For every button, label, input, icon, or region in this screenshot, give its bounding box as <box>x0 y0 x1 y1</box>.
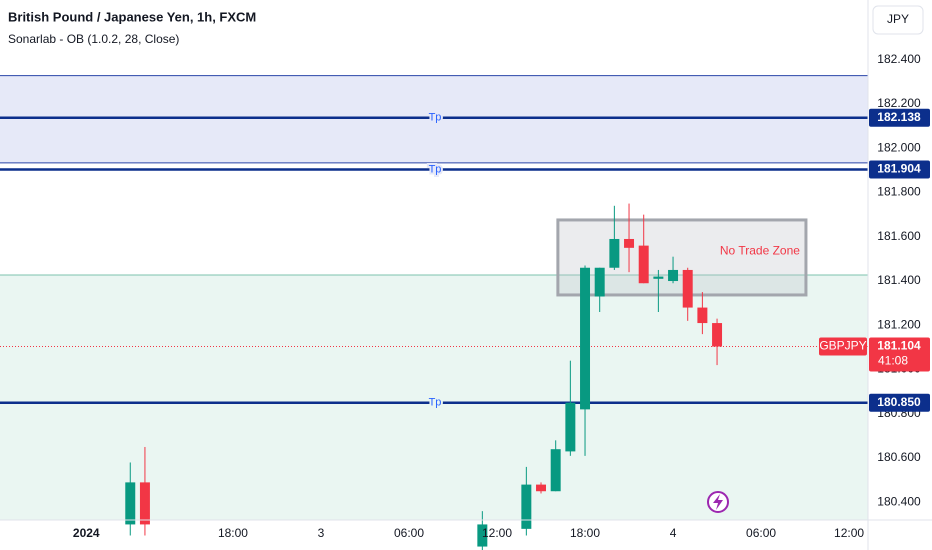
currency-label: JPY <box>887 12 909 26</box>
last-price-tag <box>869 337 930 372</box>
candle-body <box>653 276 664 279</box>
y-tick-label: 180.600 <box>877 450 921 464</box>
tp-label: Tp <box>429 112 442 124</box>
symbol-tag-label: GBPJPY <box>819 339 866 353</box>
x-tick-label: 3 <box>318 526 325 540</box>
indicator-name: Sonarlab - OB (1.0.2, 28, Close) <box>8 32 179 46</box>
tp-label: Tp <box>429 397 442 409</box>
price-tag <box>869 393 930 412</box>
price-tag-label: 182.138 <box>877 110 921 124</box>
y-tick-label: 181.600 <box>877 229 921 243</box>
candle-body <box>682 269 693 308</box>
candle-body <box>550 449 561 492</box>
chart-title: British Pound / Japanese Yen, 1h, FXCM <box>8 9 256 24</box>
candle-body <box>125 482 136 525</box>
candle-body <box>594 267 605 297</box>
currency-button[interactable] <box>872 5 924 35</box>
candle-body <box>624 238 635 248</box>
price-tag-label: 180.850 <box>877 395 921 409</box>
countdown-label: 41:08 <box>878 354 908 368</box>
last-price-label: 181.104 <box>877 339 921 353</box>
candle-body <box>477 524 488 547</box>
symbol-tag <box>819 337 867 356</box>
plot-layer: No Trade Zone Tp Tp Tp <box>0 75 868 550</box>
tp-label: Tp <box>429 163 442 175</box>
x-tick-label: 06:00 <box>746 526 776 540</box>
y-tick-label: 182.000 <box>877 140 921 154</box>
candle-body <box>712 323 723 347</box>
price-tag <box>869 108 930 127</box>
candle-body <box>139 482 150 525</box>
no-trade-zone-label: No Trade Zone <box>720 244 800 258</box>
candle-body <box>668 269 679 282</box>
candle-body <box>638 245 649 284</box>
candle-body <box>565 402 576 452</box>
candle-body <box>536 484 547 492</box>
y-tick-label: 182.400 <box>877 52 921 66</box>
x-tick-label: 12:00 <box>834 526 864 540</box>
x-tick-label: 18:00 <box>218 526 248 540</box>
price-tag <box>869 160 930 179</box>
candle-body <box>521 484 532 529</box>
x-tick-label: 12:00 <box>482 526 512 540</box>
y-tick-label: 181.400 <box>877 273 921 287</box>
x-tick-label: 2024 <box>73 526 100 540</box>
y-tick-label: 181.800 <box>877 185 921 199</box>
x-tick-label: 06:00 <box>394 526 424 540</box>
candle-body <box>609 238 620 268</box>
candle-body <box>697 307 708 324</box>
y-tick-label: 180.400 <box>877 494 921 508</box>
x-tick-label: 18:00 <box>570 526 600 540</box>
price-tag-label: 181.904 <box>877 162 921 176</box>
x-tick-label: 4 <box>670 526 677 540</box>
candle-body <box>580 267 591 410</box>
y-tick-label: 182.200 <box>877 96 921 110</box>
zone <box>0 75 868 163</box>
logo-bolt <box>713 494 723 510</box>
y-tick-label: 181.200 <box>877 317 921 331</box>
